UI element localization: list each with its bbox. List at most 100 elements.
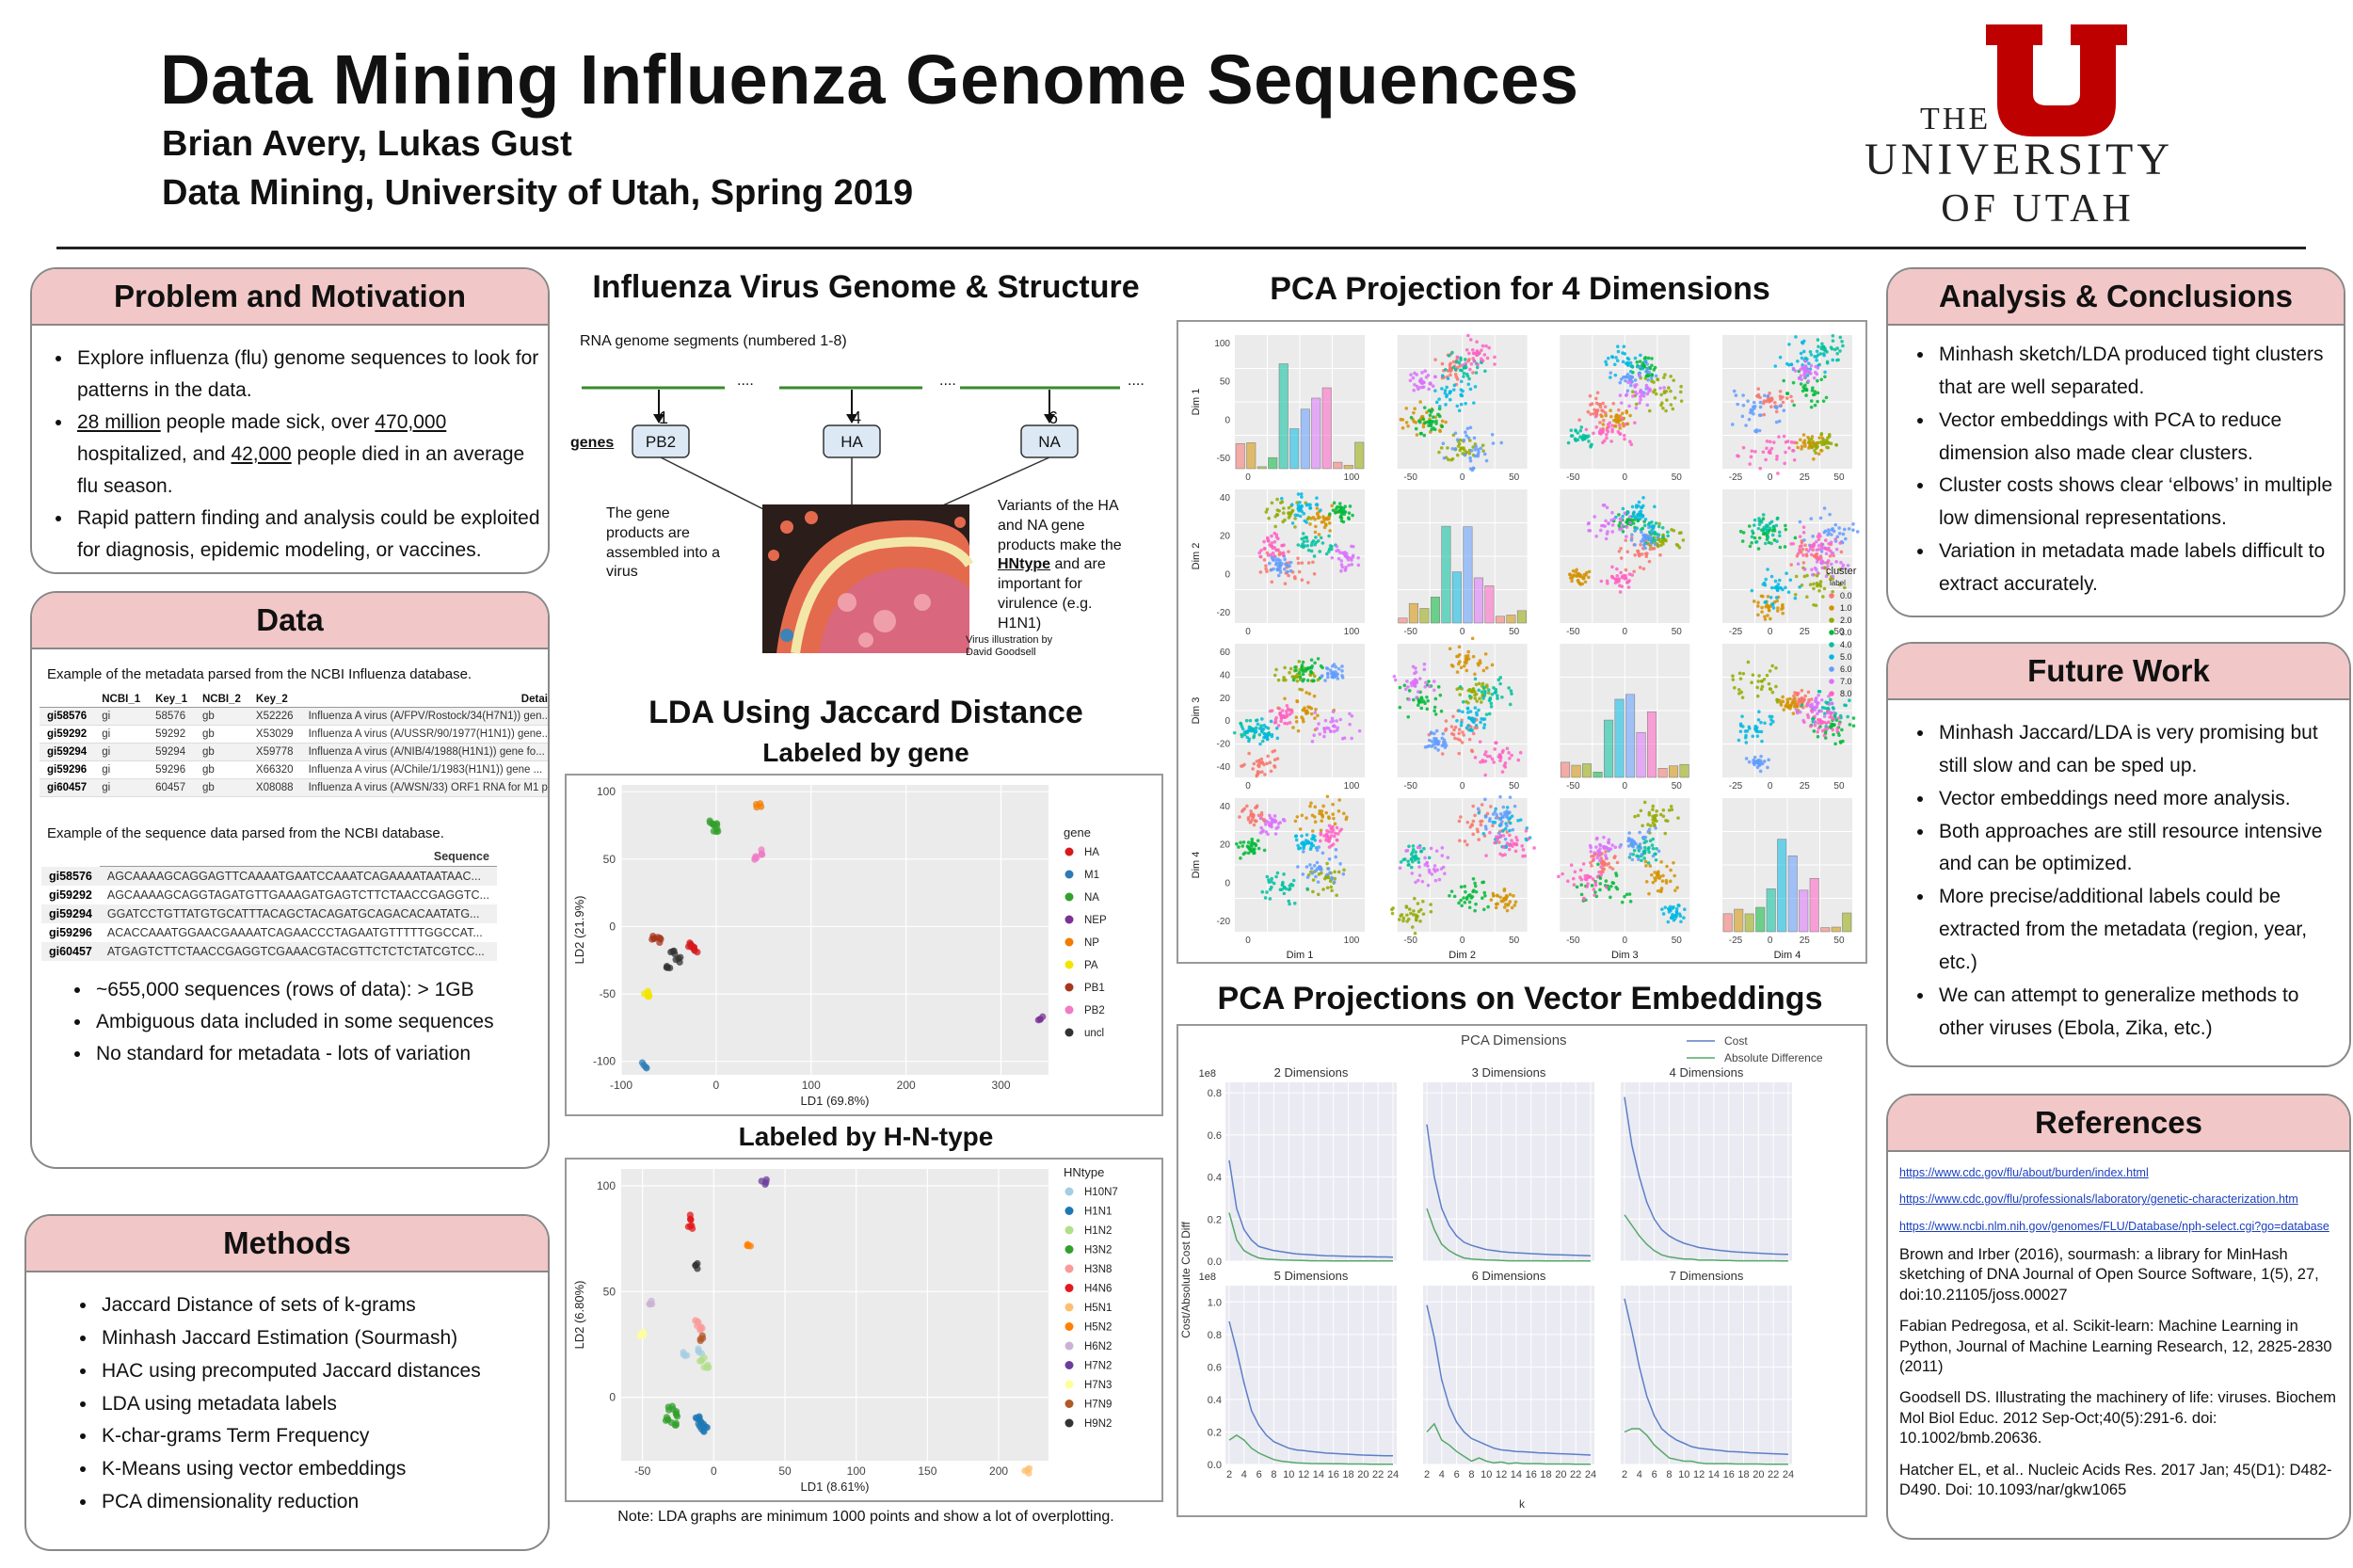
data-point (1277, 707, 1282, 711)
data-point (1327, 845, 1332, 849)
data-point (1609, 440, 1613, 443)
data-point (1419, 378, 1424, 383)
problem-item: 28 million people made sick, over 470,00… (73, 407, 548, 503)
data-point (1759, 687, 1764, 692)
data-point (1303, 706, 1306, 710)
data-point (1810, 437, 1814, 441)
data-point (1643, 546, 1647, 551)
data-point (1350, 544, 1353, 549)
data-point (1777, 435, 1781, 439)
data-point (1609, 895, 1612, 900)
data-point (1633, 814, 1637, 819)
data-point (1809, 353, 1814, 357)
legend-label: H10N7 (1084, 1187, 1118, 1198)
data-heading: Data (32, 593, 548, 649)
data-point (1276, 536, 1280, 541)
data-point (1827, 541, 1831, 546)
data-point (1673, 396, 1677, 400)
data-point (1459, 898, 1463, 903)
data-point (1330, 504, 1335, 508)
data-point (1817, 693, 1820, 697)
y-tick-label: 0.4 (1208, 1173, 1222, 1184)
data-point (1338, 515, 1343, 520)
data-point (1497, 817, 1502, 821)
reference-link[interactable]: https://www.cdc.gov/flu/professionals/la… (1899, 1192, 2298, 1207)
metadata-table: NCBI_1Key_1NCBI_2Key_2Detailsgi58576gi58… (40, 692, 548, 797)
methods-heading: Methods (26, 1216, 548, 1272)
data-point (1418, 400, 1422, 404)
analysis-list: Minhash sketch/LDA produced tight cluste… (1888, 339, 2344, 601)
data-point (1333, 822, 1337, 826)
data-point (1452, 383, 1457, 388)
data-point (1605, 427, 1609, 432)
reference-link[interactable]: https://www.ncbi.nlm.nih.gov/genomes/FLU… (1899, 1219, 2329, 1233)
histogram-bar (1734, 908, 1744, 933)
chart-title: PCA Dimensions (1461, 1032, 1567, 1048)
data-point (1466, 333, 1470, 338)
data-point (1260, 770, 1264, 775)
meta-cell: 59294 (148, 743, 195, 761)
data-point (1305, 711, 1308, 715)
data-point (1314, 503, 1319, 506)
y-tick-label: 0.8 (1208, 1330, 1222, 1341)
data-point (1826, 559, 1831, 563)
data-point (1826, 706, 1831, 711)
data-point (1756, 613, 1760, 617)
data-point (1584, 877, 1589, 882)
data-point (1285, 714, 1289, 718)
data-point (1758, 400, 1763, 405)
data-point (1757, 674, 1761, 678)
data-point (1813, 720, 1817, 724)
data-point (1580, 582, 1585, 586)
data-point (1273, 673, 1277, 678)
data-point (1461, 700, 1465, 704)
x-tick-label: 22 (1372, 1469, 1384, 1480)
data-point (1422, 662, 1427, 666)
stat-died: 42,000 (231, 443, 292, 466)
data-point (1433, 869, 1437, 873)
data-point (1848, 698, 1851, 703)
data-point (1814, 696, 1818, 700)
data-point (1309, 845, 1313, 850)
data-point (1755, 394, 1759, 398)
data-point (1668, 904, 1673, 909)
panel-title: 5 Dimensions (1274, 1269, 1349, 1283)
data-point (1491, 893, 1496, 898)
arrowhead (1044, 414, 1055, 424)
data-point (1610, 523, 1615, 527)
methods-list: Jaccard Distance of sets of k-grams Minh… (26, 1289, 548, 1519)
data-point (1763, 617, 1768, 621)
reference-link[interactable]: https://www.cdc.gov/flu/about/burden/ind… (1899, 1166, 2149, 1179)
illustration-credit: Virus illustration by David Goodsell (966, 634, 1053, 659)
data-point (1835, 729, 1840, 733)
meta-header-cell: NCBI_1 (94, 692, 149, 708)
data-point (1681, 538, 1686, 542)
x-tick-label: 6 (1257, 1469, 1262, 1480)
y-tick-label: 1.0 (1208, 1297, 1222, 1308)
data-point (1650, 363, 1654, 368)
data-point (673, 1413, 681, 1420)
data-point (1418, 420, 1422, 424)
problem-panel: Problem and Motivation Explore influenza… (30, 267, 550, 574)
data-point (1817, 440, 1821, 444)
data-point (1820, 705, 1825, 710)
data-point (1410, 925, 1415, 929)
data-point (1769, 722, 1773, 727)
pca4-frame: 100 50 0 -50 Dim 1 0 100 -50 0 50 -50 0 50 -25 0 25 50 40… (1176, 320, 1867, 964)
data-point (1286, 569, 1289, 574)
method-item: Minhash Jaccard Estimation (Sourmash) (98, 1322, 548, 1355)
data-point (1498, 895, 1502, 900)
data-point (1744, 741, 1749, 744)
data-point (1817, 727, 1821, 730)
data-point (1593, 893, 1596, 897)
data-point (1273, 531, 1277, 536)
data-point (1644, 552, 1648, 556)
data-point (1465, 657, 1469, 661)
data-point (1587, 569, 1592, 574)
data-point (1628, 900, 1633, 904)
problem-item: Explore influenza (flu) genome sequences… (73, 343, 548, 407)
data-point (1292, 575, 1297, 579)
data-point (1288, 721, 1292, 725)
data-point (1289, 666, 1293, 671)
table-row: gi60457 ATGAGTCTTCTAACCGAGGTCGAAACGTACGTT… (41, 942, 497, 961)
